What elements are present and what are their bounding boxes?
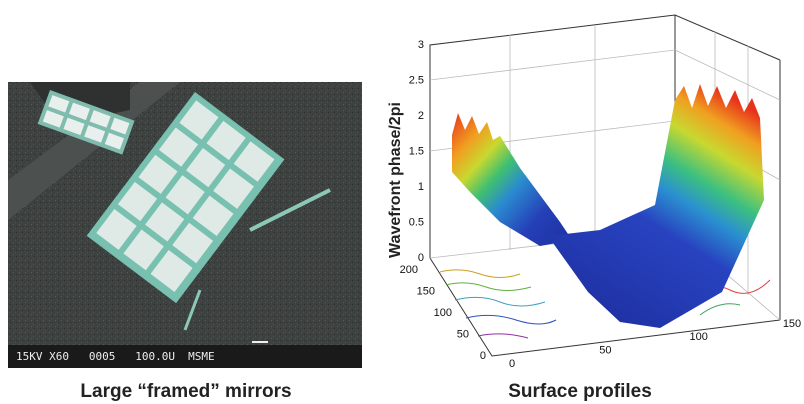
- z-tick-label: 0.5: [409, 216, 424, 228]
- surface-plot: [430, 15, 780, 356]
- path: [700, 304, 740, 315]
- x-tick-label: 0: [509, 358, 515, 370]
- x-tick-label: 100: [689, 331, 707, 343]
- y-tick-label: 50: [457, 328, 469, 340]
- path: [440, 270, 520, 278]
- page: 15KV X60 0005 100.0U MSME Large “framed”…: [0, 0, 804, 404]
- x-tick-label: 50: [599, 345, 611, 357]
- y-tick-label: 150: [417, 285, 435, 297]
- z-tick-label: 1: [418, 181, 424, 193]
- path: [466, 315, 556, 324]
- z-tick-label: 2: [418, 110, 424, 122]
- z-tick-label: 3: [418, 39, 424, 51]
- path: [452, 113, 572, 246]
- right-caption: Surface profiles: [508, 381, 652, 402]
- path: [446, 283, 531, 291]
- z-tick-label: 0: [418, 252, 424, 264]
- z-tick-label: 1.5: [409, 145, 424, 157]
- x-tick-label: 150: [783, 318, 801, 330]
- left-caption: Large “framed” mirrors: [80, 381, 291, 402]
- y-tick-label: 200: [400, 264, 418, 276]
- path: [548, 84, 764, 328]
- z-tick-label: 2.5: [409, 74, 424, 86]
- path: [455, 297, 545, 306]
- line: [430, 50, 675, 80]
- sem-image: 15KV X60 0005 100.0U MSME: [8, 82, 362, 368]
- y-tick-label: 100: [434, 307, 452, 319]
- y-tick-label: 0: [480, 350, 486, 362]
- sem-label: 15KV X60 0005 100.0U MSME: [16, 350, 215, 363]
- figure: 15KV X60 0005 100.0U MSME Large “framed”…: [0, 0, 804, 404]
- z-axis-label: Wavefront phase/2pi: [387, 102, 404, 258]
- path: [478, 334, 528, 338]
- line: [675, 50, 780, 100]
